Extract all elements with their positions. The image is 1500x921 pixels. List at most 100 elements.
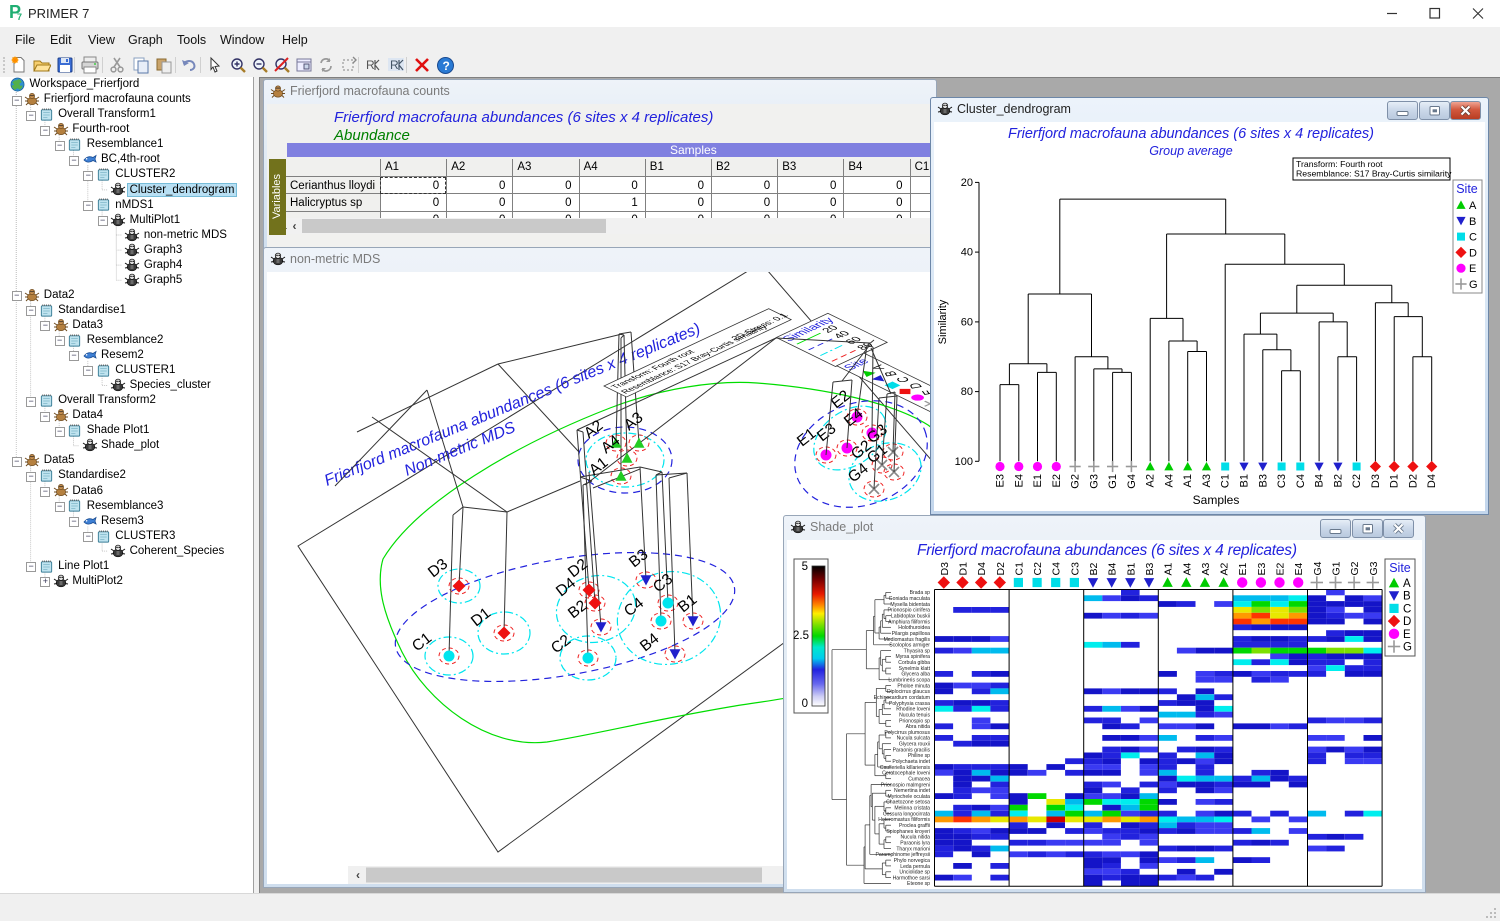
svg-text:G1: G1	[1107, 474, 1119, 489]
svg-text:E2: E2	[1051, 474, 1063, 487]
svg-text:Samples: Samples	[1193, 493, 1240, 507]
svg-text:Pholoe minuta: Pholoe minuta	[897, 683, 930, 689]
svg-text:E3: E3	[1256, 562, 1268, 575]
svg-text:80: 80	[855, 341, 877, 351]
svg-text:Nucula tenuis: Nucula tenuis	[899, 712, 930, 718]
svg-text:A4: A4	[1163, 474, 1175, 487]
svg-text:D1: D1	[1389, 474, 1401, 488]
svg-text:C: C	[893, 376, 914, 384]
svg-text:D4: D4	[1426, 474, 1438, 488]
svg-text:A: A	[1469, 200, 1477, 212]
svg-text:B1: B1	[675, 591, 700, 616]
svg-text:C2: C2	[1351, 474, 1363, 488]
svg-text:G3: G3	[1088, 474, 1100, 489]
svg-text:C4: C4	[1295, 474, 1307, 488]
svg-text:E: E	[918, 388, 933, 395]
svg-text:G2: G2	[1070, 474, 1082, 489]
svg-text:D: D	[1403, 616, 1411, 628]
svg-text:D1: D1	[468, 605, 494, 631]
svg-text:Pilargis papillosa: Pilargis papillosa	[892, 631, 930, 637]
svg-text:Phylo norvegica: Phylo norvegica	[894, 858, 930, 864]
svg-text:Chaetozone setosa: Chaetozone setosa	[886, 800, 930, 806]
svg-text:Frierfjord macrofauna abundanc: Frierfjord macrofauna abundances (6 site…	[322, 320, 703, 489]
svg-text:Resemblance: S17 Bray-Curtis s: Resemblance: S17 Bray-Curtis similarity	[1296, 169, 1452, 179]
svg-text:Glycera rouxii: Glycera rouxii	[899, 742, 930, 748]
svg-text:100: 100	[955, 456, 973, 468]
svg-text:Holothuroidea: Holothuroidea	[898, 625, 930, 631]
svg-text:A4: A4	[1181, 562, 1193, 575]
svg-text:A: A	[868, 364, 888, 371]
svg-text:Paraonis gracilis: Paraonis gracilis	[893, 747, 931, 753]
svg-text:Site: Site	[1389, 561, 1411, 575]
svg-text:Harmothoe sarsi: Harmothoe sarsi	[893, 875, 930, 881]
svg-text:D2: D2	[1407, 474, 1419, 488]
svg-text:Glycera alba: Glycera alba	[901, 672, 930, 678]
svg-text:Nucula nitida: Nucula nitida	[901, 835, 931, 841]
svg-text:Diplocirrus glaucus: Diplocirrus glaucus	[887, 689, 930, 695]
svg-text:Mysella bidentata: Mysella bidentata	[890, 602, 930, 608]
svg-text:C3: C3	[1069, 562, 1081, 576]
svg-text:Polychaeta indet: Polychaeta indet	[892, 759, 930, 765]
svg-text:B: B	[1403, 591, 1411, 603]
svg-text:20: 20	[961, 177, 973, 189]
svg-text:Transform: Fourth root: Transform: Fourth root	[1296, 159, 1383, 169]
svg-text:D3: D3	[1370, 474, 1382, 488]
svg-text:Spiophanes kroyeri: Spiophanes kroyeri	[886, 829, 930, 835]
svg-text:E3: E3	[995, 474, 1007, 487]
svg-text:60: 60	[843, 335, 865, 345]
svg-text:Site: Site	[1456, 182, 1478, 196]
svg-text:Melinna cristata: Melinna cristata	[894, 806, 930, 812]
svg-text:Myrsa spinifera: Myrsa spinifera	[895, 654, 930, 660]
svg-text:B1: B1	[1239, 474, 1251, 487]
svg-text:Thyasira sp: Thyasira sp	[904, 648, 930, 654]
svg-text:G4: G4	[1126, 474, 1138, 489]
svg-text:Myriochele oculata: Myriochele oculata	[888, 794, 931, 800]
svg-text:B: B	[1469, 216, 1476, 228]
svg-text:Cossura longocirrata: Cossura longocirrata	[883, 811, 930, 817]
svg-text:E4: E4	[1013, 474, 1025, 487]
svg-text:Caulleriella killariensis: Caulleriella killariensis	[880, 765, 931, 771]
svg-text:Ceratocephale loveni: Ceratocephale loveni	[882, 771, 930, 777]
svg-text:D1: D1	[958, 562, 970, 576]
svg-text:B3: B3	[1257, 474, 1269, 487]
svg-text:60: 60	[961, 316, 973, 328]
svg-text:Brada sp: Brada sp	[910, 590, 931, 596]
svg-text:A3: A3	[621, 409, 646, 434]
svg-text:D4: D4	[976, 562, 988, 576]
svg-text:E: E	[1469, 263, 1476, 275]
svg-text:G: G	[1403, 642, 1412, 654]
svg-text:D: D	[1469, 247, 1477, 259]
svg-text:D3: D3	[425, 556, 451, 582]
svg-text:Leda pernula: Leda pernula	[900, 864, 930, 870]
svg-text:Synelmis klatt: Synelmis klatt	[899, 666, 931, 672]
svg-text:E2: E2	[1275, 562, 1287, 575]
svg-text:Prionospio cirrifera: Prionospio cirrifera	[888, 608, 931, 614]
svg-text:G1: G1	[1331, 561, 1343, 575]
svg-text:G: G	[1469, 279, 1478, 291]
svg-text:E4: E4	[1293, 562, 1305, 575]
svg-text:A1: A1	[1182, 474, 1194, 487]
svg-text:G3: G3	[1368, 561, 1380, 575]
svg-text:A2: A2	[1145, 474, 1157, 487]
svg-text:Labidoplax buskii: Labidoplax buskii	[891, 614, 930, 620]
svg-text:R: R	[366, 58, 375, 72]
svg-text:A3: A3	[1201, 474, 1213, 487]
svg-text:G4: G4	[1312, 561, 1324, 575]
svg-text:Paramphinome jeffreysii: Paramphinome jeffreysii	[875, 852, 930, 858]
svg-text:Polyphysia crassa: Polyphysia crassa	[889, 701, 930, 707]
svg-text:D2: D2	[995, 562, 1007, 576]
svg-text:C1: C1	[1220, 474, 1232, 488]
svg-text:Corbula gibba: Corbula gibba	[898, 660, 930, 666]
svg-text:Philine sp: Philine sp	[908, 753, 930, 759]
svg-text:‹: ‹	[356, 868, 360, 882]
svg-text:Polycirrus plumosus: Polycirrus plumosus	[884, 730, 930, 736]
svg-text:Nemertina indet: Nemertina indet	[894, 788, 931, 794]
svg-text:Goniada maculata: Goniada maculata	[889, 596, 931, 602]
svg-text:A2: A2	[1219, 562, 1231, 575]
svg-text:C2: C2	[1032, 562, 1044, 576]
svg-text:Similarity: Similarity	[937, 299, 949, 344]
svg-text:Heteromastus filiformis: Heteromastus filiformis	[878, 817, 930, 823]
svg-text:Mediomastus fragilis: Mediomastus fragilis	[884, 637, 931, 643]
svg-text:Paraonis lyra: Paraonis lyra	[900, 841, 930, 847]
svg-text:Prionospio malmgreni: Prionospio malmgreni	[881, 782, 930, 788]
